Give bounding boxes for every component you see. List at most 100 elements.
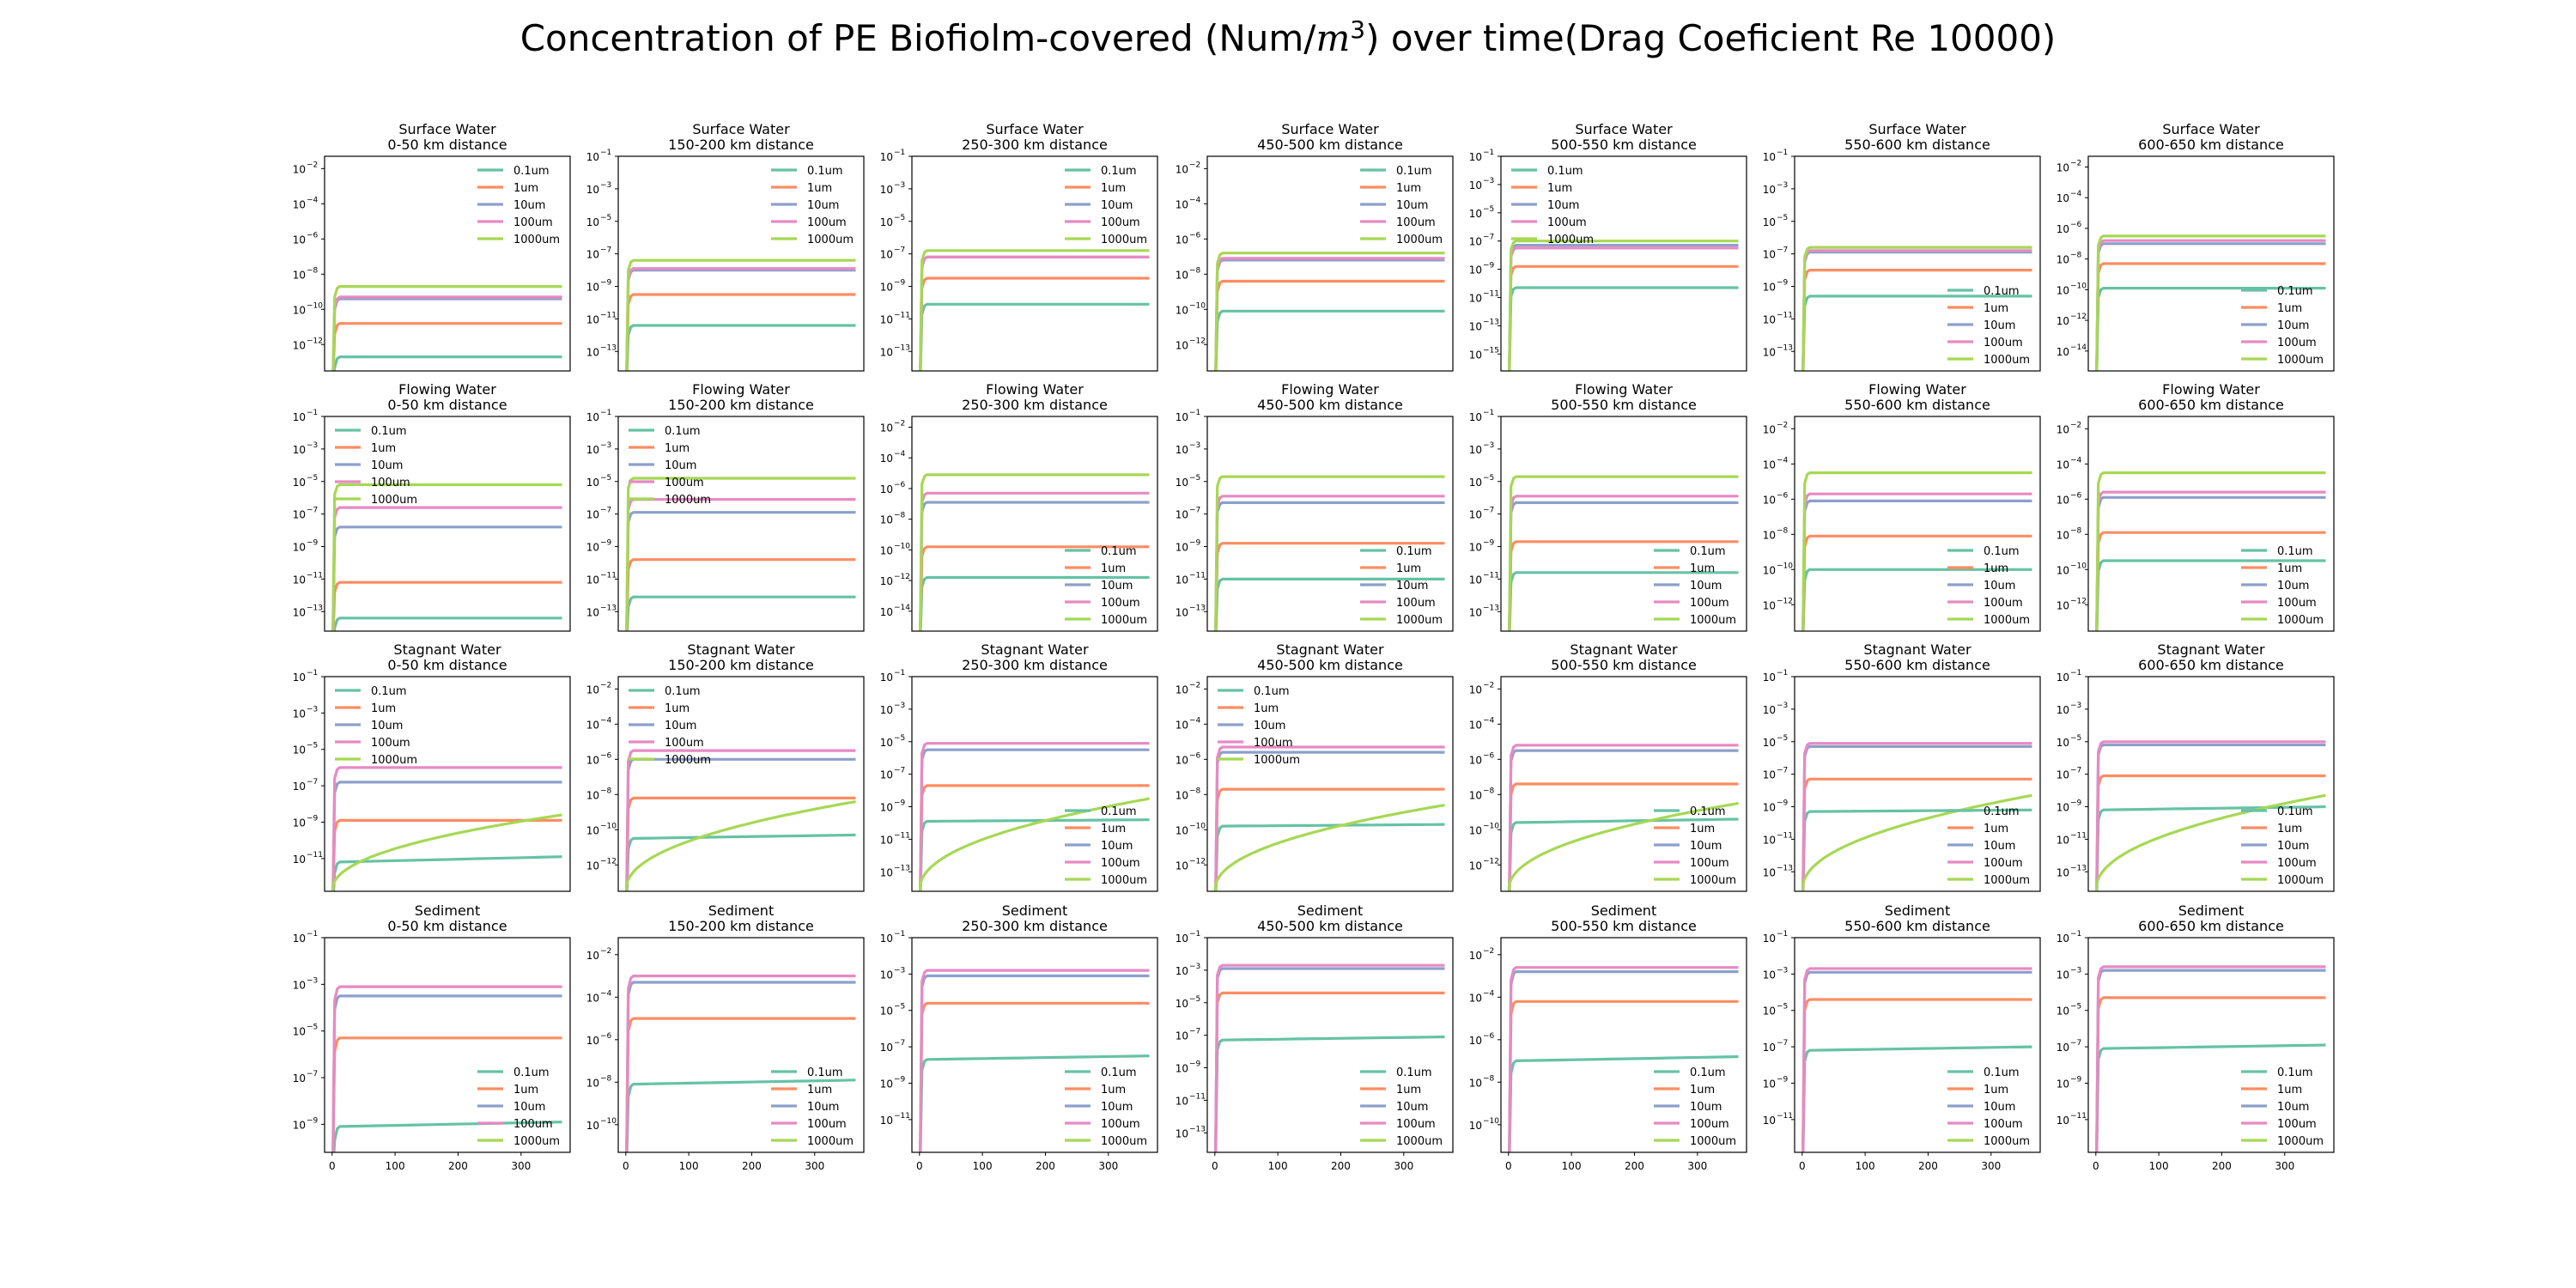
plot-frame [1500,155,1747,372]
series-line-1um [331,818,562,891]
y-tick-exponent: −9 [1189,1060,1201,1069]
y-tick-exponent: −1 [1777,669,1788,677]
subplot-title: Sediment [1885,902,1950,919]
legend-label-0.1um: 0.1um [1254,685,1290,698]
y-tick-exponent: −6 [1483,1032,1495,1041]
series-line-1000um [1507,801,1739,891]
y-tick-label: 10 [1763,599,1776,611]
subplot-title: Surface Water [398,121,496,137]
subplot-title: Surface Water [692,121,790,137]
legend: 0.1um 1um 10um 100um 1000um [335,685,417,767]
y-tick-exponent: −3 [1483,441,1494,450]
y-tick-exponent: −13 [600,604,617,612]
series-line-1000um [1214,252,1445,371]
legend-label-100um: 100um [2277,337,2317,349]
x-tick-label: 200 [448,1160,468,1172]
legend-label-10um: 10um [665,720,696,732]
legend-label-100um: 100um [1984,857,2023,870]
y-tick-label: 10 [293,606,306,618]
series-line-1um [2095,996,2326,1152]
legend-label-100um: 100um [1547,216,1587,229]
y-tick-label: 10 [1176,860,1188,872]
subplot-title: Sediment [1297,902,1363,919]
y-tick-exponent: −7 [2070,1039,2081,1048]
series-line-10um [1508,501,1739,631]
y-tick-label: 10 [1176,754,1188,766]
y-tick-label: 10 [1469,411,1482,423]
y-tick-exponent: −12 [307,337,323,345]
y-tick-label: 10 [1763,802,1776,814]
legend: 0.1um 1um 10um 100um 1000um [2241,545,2324,627]
y-tick-exponent: −6 [1777,491,1789,500]
y-tick-label: 10 [1176,1063,1188,1075]
legend-label-100um: 100um [1984,597,2023,610]
y-tick-exponent: −5 [1189,995,1200,1004]
y-tick-exponent: −5 [1777,1003,1788,1012]
legend-label-0.1um: 0.1um [1101,1066,1137,1079]
subplot-subtitle: 150-200 km distance [668,657,814,673]
legend-label-10um: 10um [1690,840,1722,853]
y-tick-label: 10 [293,817,306,829]
y-tick-exponent: −10 [600,1117,617,1126]
legend: 0.1um 1um 10um 100um 1000um [2241,805,2324,887]
y-tick-label: 10 [586,950,599,962]
series-line-10um [919,748,1150,891]
y-tick-label: 10 [586,346,599,358]
y-tick-label: 10 [293,979,306,991]
x-tick-label: 100 [679,1160,699,1172]
legend-label-1um: 1um [1984,302,2008,315]
y-tick-exponent: −6 [2070,221,2082,229]
plot-frame [911,155,1158,372]
y-tick-label: 10 [1469,264,1482,276]
series-lines [331,766,562,891]
y-tick-label: 10 [1763,866,1776,878]
series-lines [1508,240,1739,371]
y-tick-label: 10 [293,477,306,489]
y-tick-label: 10 [1469,542,1482,554]
legend: 0.1um 1um 10um 100um 1000um [1947,285,2030,367]
y-tick-label: 10 [880,671,893,683]
series-line-0.1um [331,855,562,891]
y-tick-exponent: −3 [2070,966,2081,975]
series-line-1000um [2094,793,2326,891]
legend-label-1000um: 1000um [1984,874,2030,887]
series-line-100um [919,491,1150,631]
y-tick-exponent: −11 [1777,311,1793,319]
subplot-subtitle: 450-500 km distance [1257,397,1403,413]
series-line-10um [1801,744,2032,891]
y-tick-exponent: −12 [1777,597,1793,605]
legend-label-100um: 100um [1396,216,1436,229]
legend-label-1um: 1um [1396,182,1421,195]
legend-label-1um: 1um [1984,823,2008,835]
y-tick-exponent: −7 [1189,507,1200,515]
y-tick-exponent: −13 [1189,604,1206,612]
y-tick-label: 10 [1763,1005,1776,1018]
series-line-1000um [919,249,1150,371]
legend-label-1000um: 1000um [1690,614,1736,627]
legend: 0.1um 1um 10um 100um 1000um [1654,1066,1736,1148]
subplot-title: Surface Water [2162,121,2260,137]
legend-label-10um: 10um [1984,1101,2015,1114]
series-line-0.1um [1801,295,2032,371]
plot-frame [617,676,865,892]
series-line-10um [331,994,562,1152]
series-lines [331,985,562,1152]
series-line-100um [625,749,856,891]
y-tick-exponent: −7 [307,507,318,515]
y-tick-label: 10 [880,834,893,846]
series-line-1000um [624,799,856,891]
series-line-100um [1508,246,1739,371]
legend-label-0.1um: 0.1um [1396,545,1432,558]
series-line-0.1um [1508,286,1739,371]
y-tick-label: 10 [293,933,306,945]
series-line-100um [1508,966,1739,1152]
legend-label-10um: 10um [2277,840,2309,853]
series-line-100um [1508,744,1739,891]
plot-frame [911,416,1158,632]
y-tick-exponent: −4 [307,196,319,204]
y-tick-label: 10 [880,969,893,981]
legend-label-1000um: 1000um [1101,874,1147,887]
y-tick-label: 10 [880,483,893,495]
